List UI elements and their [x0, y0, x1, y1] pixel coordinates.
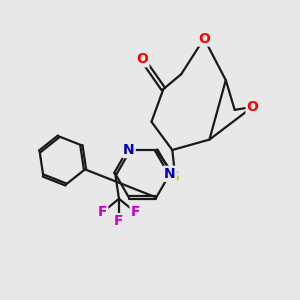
Text: F: F — [130, 205, 140, 219]
Text: O: O — [247, 100, 259, 114]
Text: O: O — [136, 52, 148, 66]
Text: N: N — [164, 167, 176, 181]
Text: S: S — [170, 170, 180, 184]
Text: F: F — [98, 205, 107, 219]
Text: F: F — [114, 214, 124, 228]
Text: N: N — [123, 143, 135, 157]
Text: O: O — [198, 32, 210, 46]
